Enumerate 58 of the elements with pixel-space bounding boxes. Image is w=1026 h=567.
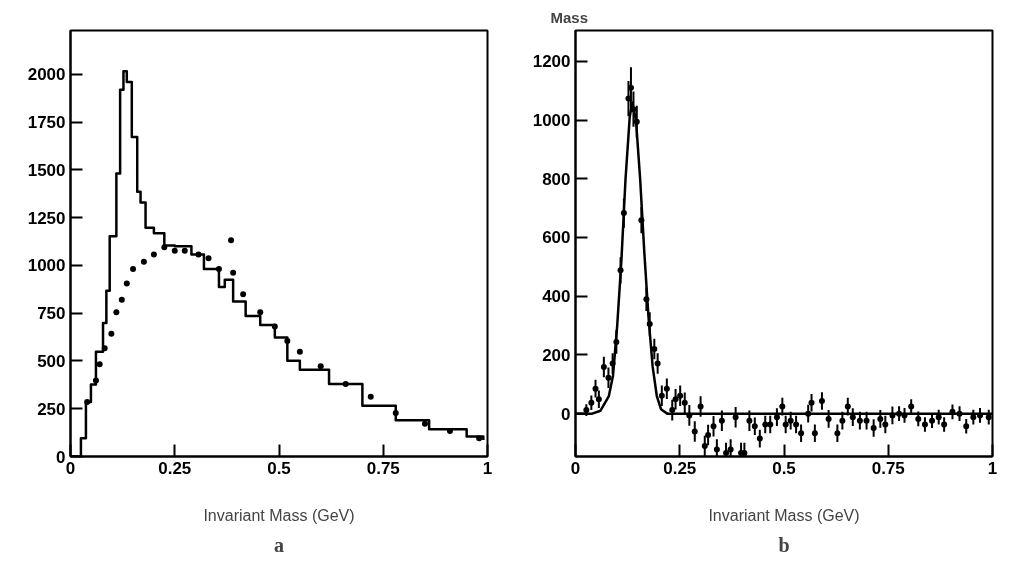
point [150,251,157,258]
point [392,409,399,416]
point [317,363,324,370]
y-tick-label: 800 [542,169,571,189]
point [161,244,168,251]
point [284,338,291,345]
point [92,377,99,384]
y-axis-title: Mass [550,8,589,26]
point [215,266,222,273]
y-tick-label: 200 [542,345,571,365]
y-tick-label: 1250 [27,208,66,228]
x-tick-label: 0.5 [772,458,796,478]
point [421,420,428,427]
y-tick-label: 1200 [532,52,571,72]
x-tick-label: 0.25 [663,458,697,478]
point [108,330,115,337]
point [113,309,120,316]
y-tick-label: 250 [37,399,66,419]
point [195,251,202,258]
x-tick-label: 1 [987,458,998,478]
x-tick-label: 1 [482,458,493,478]
y-tick-label: 1500 [27,160,66,180]
y-tick-label: 1000 [532,111,571,131]
y-tick-label: 500 [37,351,66,371]
point [342,381,349,388]
x-tick-label: 0.75 [871,458,905,478]
text: b [778,533,790,556]
y-tick-label: 400 [542,287,571,307]
point [296,348,303,355]
point [240,291,247,298]
point [367,393,374,400]
y-tick-label: 2000 [27,65,66,85]
y-tick-label: 0 [561,404,571,424]
point [118,296,125,303]
y-tick-label: 1750 [27,113,66,133]
point [181,247,188,254]
point [476,435,483,442]
point [101,345,108,352]
y-tick-label: 1000 [27,256,66,276]
point [230,269,237,276]
x-tick-label: 0.5 [267,458,291,478]
point [140,258,147,265]
point [130,266,137,273]
y-tick-label: 750 [37,304,66,324]
x-tick-label: 0.75 [366,458,400,478]
point [123,280,130,287]
point [271,323,278,330]
x-axis-title: Invariant Mass (GeV) [203,506,355,524]
point [96,361,103,368]
point [171,247,178,254]
point [205,255,212,262]
x-tick-label: 0.25 [158,458,192,478]
point [257,309,264,316]
point [228,237,235,244]
point [84,399,91,406]
x-axis-title: Invariant Mass (GeV) [708,506,860,524]
text: a [274,533,284,556]
y-tick-label: 600 [542,228,571,248]
